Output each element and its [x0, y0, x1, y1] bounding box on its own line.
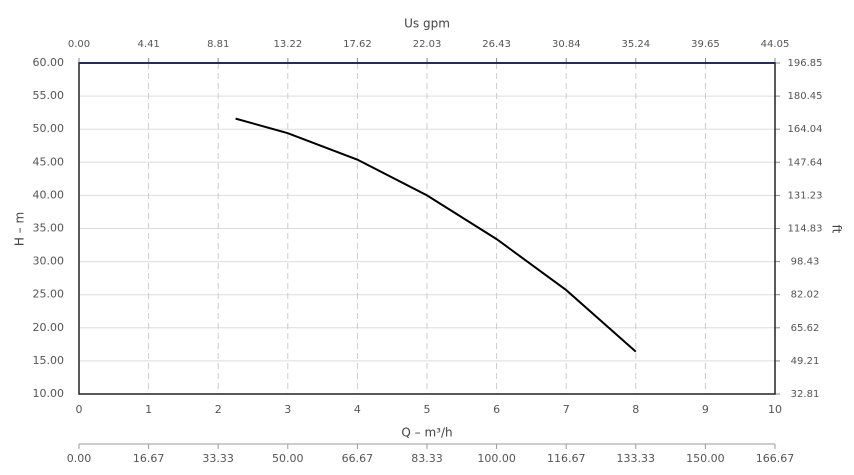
x-tick-label: 8: [632, 403, 639, 416]
x-tick-label: 0: [76, 403, 83, 416]
y2-tick-label: 180.45: [788, 91, 823, 102]
top-tick-label: 22.03: [413, 39, 442, 50]
x-tick-label: 1: [145, 403, 152, 416]
top-tick-label: 17.62: [343, 39, 372, 50]
x-tick-label: 3: [284, 403, 291, 416]
top-tick-label: 44.05: [761, 39, 790, 50]
y2-tick-label: 49.21: [791, 356, 820, 367]
bottom2-tick-label: 150.00: [686, 452, 725, 465]
y-tick-label: 30.00: [33, 255, 65, 268]
bottom2-tick-label: 166.67: [756, 452, 795, 465]
bottom2-tick-label: 33.33: [202, 452, 234, 465]
top-tick-label: 35.24: [621, 39, 650, 50]
bottom2-tick-label: 50.00: [272, 452, 304, 465]
y2-tick-label: 131.23: [788, 190, 823, 201]
x-tick-label: 7: [563, 403, 570, 416]
x-tick-label: 9: [702, 403, 709, 416]
y2-tick-label: 82.02: [791, 290, 820, 301]
x-tick-label: 10: [768, 403, 782, 416]
y-tick-label: 45.00: [33, 155, 65, 168]
bottom2-tick-label: 83.33: [411, 452, 443, 465]
y2-tick-label: 114.83: [788, 224, 823, 235]
x-tick-label: 5: [424, 403, 431, 416]
top-tick-label: 4.41: [138, 39, 160, 50]
bottom2-tick-label: 0.00: [67, 452, 92, 465]
y2-tick-label: 196.85: [788, 58, 823, 69]
bottom2-tick-label: 133.33: [617, 452, 656, 465]
top-tick-label: 8.81: [207, 39, 229, 50]
y-tick-label: 40.00: [33, 188, 65, 201]
top-tick-label: 13.22: [274, 39, 303, 50]
bottom2-tick-label: 66.67: [342, 452, 374, 465]
y2-tick-label: 65.62: [791, 323, 820, 334]
y-tick-label: 20.00: [33, 321, 65, 334]
y-tick-label: 15.00: [33, 354, 65, 367]
y-tick-label: 10.00: [33, 387, 65, 400]
y2-tick-label: 147.64: [788, 157, 823, 168]
x-axis-label: Q – m³/h: [401, 426, 452, 440]
top-tick-label: 39.65: [691, 39, 720, 50]
y2-tick-label: 98.43: [791, 257, 820, 268]
top-tick-label: 0.00: [68, 39, 90, 50]
y2-axis-label: ft: [830, 225, 844, 234]
y2-tick-label: 164.04: [788, 124, 823, 135]
curve: [235, 117, 637, 353]
top-tick-label: 26.43: [482, 39, 511, 50]
bottom2-tick-label: 116.67: [547, 452, 586, 465]
top-axis-label: Us gpm: [404, 17, 450, 31]
y-tick-label: 25.00: [33, 288, 65, 301]
x-tick-label: 6: [493, 403, 500, 416]
bottom2-tick-label: 16.67: [133, 452, 165, 465]
bottom2-tick-label: 100.00: [477, 452, 516, 465]
top-tick-label: 30.84: [552, 39, 581, 50]
y2-tick-label: 32.81: [791, 389, 820, 400]
y-axis-label: H – m: [13, 212, 27, 246]
y-tick-label: 55.00: [33, 89, 65, 102]
y-tick-label: 50.00: [33, 122, 65, 135]
x-tick-label: 2: [215, 403, 222, 416]
x-tick-label: 4: [354, 403, 361, 416]
y-tick-label: 35.00: [33, 222, 65, 235]
y-tick-label: 60.00: [33, 56, 65, 69]
